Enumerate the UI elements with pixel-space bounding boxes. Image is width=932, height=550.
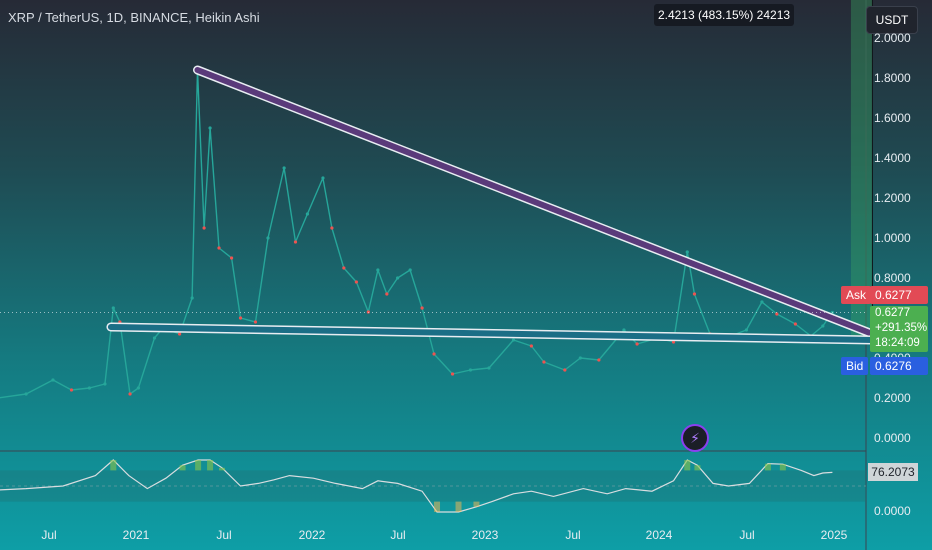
projection-box xyxy=(850,0,873,338)
price-point xyxy=(87,386,92,390)
price-point xyxy=(793,322,797,326)
price-point xyxy=(396,276,400,280)
price-point xyxy=(578,356,582,360)
y-tick-label: 0.2000 xyxy=(874,391,911,405)
price-point xyxy=(136,386,140,390)
price-point xyxy=(238,316,243,320)
price-point xyxy=(821,324,825,328)
price-point xyxy=(282,166,286,170)
price-point xyxy=(432,352,436,356)
x-tick-label: Jul xyxy=(216,528,232,542)
price-point xyxy=(408,268,412,272)
price-point xyxy=(760,300,764,304)
price-point xyxy=(24,392,28,396)
price-point xyxy=(487,366,491,370)
price-point xyxy=(420,306,424,310)
price-point xyxy=(376,268,380,272)
price-point xyxy=(366,310,370,314)
x-tick-label: Jul xyxy=(390,528,406,542)
price-point xyxy=(622,328,626,332)
price-point xyxy=(542,360,546,364)
price-point xyxy=(385,292,389,296)
y-tick-label: 0.8000 xyxy=(874,271,911,285)
lightning-icon[interactable]: ⚡ xyxy=(681,424,709,452)
y-tick-label: 1.0000 xyxy=(874,231,911,245)
price-point xyxy=(111,306,115,310)
price-change: +291.35% xyxy=(875,322,928,334)
price-point xyxy=(202,226,206,230)
x-tick-label: Jul xyxy=(739,528,755,542)
trendline-lower xyxy=(107,324,876,343)
price-point xyxy=(692,292,697,296)
y-tick-label: 1.6000 xyxy=(874,111,911,125)
price-point xyxy=(563,368,567,372)
price-point xyxy=(69,388,74,392)
price-point xyxy=(685,250,689,254)
last-price: 0.6277 xyxy=(875,307,911,319)
y-tick-label: 1.4000 xyxy=(874,151,911,165)
x-tick-label: 2025 xyxy=(820,528,848,542)
price-point xyxy=(208,126,212,130)
price-point xyxy=(305,212,310,216)
currency-button[interactable]: USDT xyxy=(866,6,918,34)
bid-label: Bid xyxy=(841,357,869,375)
price-point xyxy=(330,226,334,230)
x-tick-label: 2022 xyxy=(298,528,326,542)
ask-label: Ask xyxy=(841,286,872,304)
bid-price: 0.6276 xyxy=(870,357,928,375)
y-tick-label: 0.0000 xyxy=(874,431,911,445)
price-point xyxy=(103,382,107,386)
price-point xyxy=(51,378,55,382)
price-point xyxy=(468,368,473,372)
y-tick-label: 2.0000 xyxy=(874,31,911,45)
price-point xyxy=(597,358,601,362)
price-point xyxy=(178,332,182,336)
x-tick-label: 2023 xyxy=(471,528,499,542)
measure-readout: 2.4213 (483.15%) 24213 xyxy=(654,4,794,26)
last-price-box: 0.6277 +291.35% 18:24:09 xyxy=(870,306,928,352)
price-point xyxy=(321,176,325,180)
price-point xyxy=(152,336,157,340)
trendline-upper xyxy=(194,67,876,337)
x-tick-label: 2024 xyxy=(645,528,673,542)
price-point xyxy=(253,320,258,324)
price-point xyxy=(511,338,516,342)
x-tick-label: 2021 xyxy=(122,528,150,542)
price-point xyxy=(775,312,779,316)
price-point xyxy=(635,342,639,346)
price-point xyxy=(671,340,676,344)
x-tick-label: Jul xyxy=(41,528,57,542)
indicator-zero-tick: 0.0000 xyxy=(874,504,911,518)
price-point xyxy=(450,372,455,376)
price-point xyxy=(128,392,132,396)
price-point xyxy=(744,328,749,332)
bar-countdown: 18:24:09 xyxy=(875,337,920,349)
x-tick-label: Jul xyxy=(565,528,581,542)
symbol-title[interactable]: XRP / TetherUS, 1D, BINANCE, Heikin Ashi xyxy=(8,10,260,25)
price-series-line xyxy=(0,69,833,399)
price-point xyxy=(266,236,270,240)
price-point xyxy=(293,240,298,244)
indicator-value: 76.2073 xyxy=(868,463,918,481)
price-point xyxy=(354,280,358,284)
price-point xyxy=(229,256,234,260)
price-point xyxy=(217,246,221,250)
y-tick-label: 1.2000 xyxy=(874,191,911,205)
y-tick-label: 1.8000 xyxy=(874,71,911,85)
ask-price: 0.6277 xyxy=(870,286,928,304)
price-point xyxy=(529,344,533,348)
price-point xyxy=(190,296,194,300)
price-point xyxy=(342,266,346,270)
